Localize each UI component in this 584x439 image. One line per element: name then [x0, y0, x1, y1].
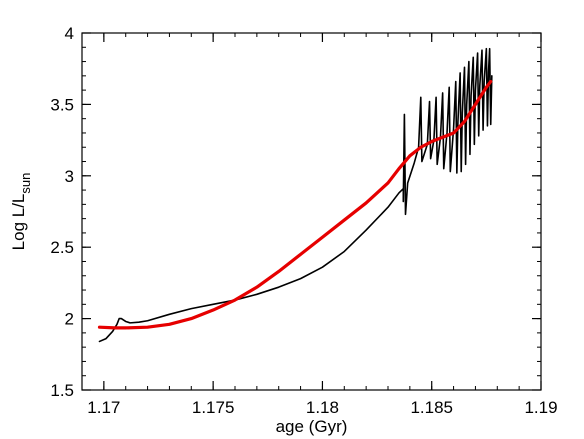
y-tick-label: 1.5 [50, 381, 74, 400]
x-tick-label: 1.185 [410, 398, 453, 417]
y-tick-label: 4 [65, 24, 74, 43]
plot-frame [81, 32, 542, 391]
x-axis-label: age (Gyr) [276, 417, 348, 436]
x-tick-label: 1.19 [524, 398, 557, 417]
y-tick-label: 3.5 [50, 95, 74, 114]
series-layer [97, 47, 493, 343]
series-line-thick [97, 79, 493, 330]
y-axis-label-main: Log L/L [9, 194, 28, 251]
x-tick-label: 1.18 [306, 398, 339, 417]
y-tick-label: 2.5 [50, 238, 74, 257]
series-line-thin [98, 47, 493, 343]
y-tick-label: 2 [65, 310, 74, 329]
x-tick-label: 1.175 [192, 398, 235, 417]
y-tick-label: 3 [65, 167, 74, 186]
tick-layer: 1.17 1.175 1.18 1.185 1.19 1.5 2 2.5 3 3.5 4 [50, 24, 557, 417]
x-tick-label: 1.17 [87, 398, 120, 417]
y-axis-label-subscript: sun [18, 173, 33, 194]
y-axis-label: Log L/Lsun [9, 173, 33, 251]
